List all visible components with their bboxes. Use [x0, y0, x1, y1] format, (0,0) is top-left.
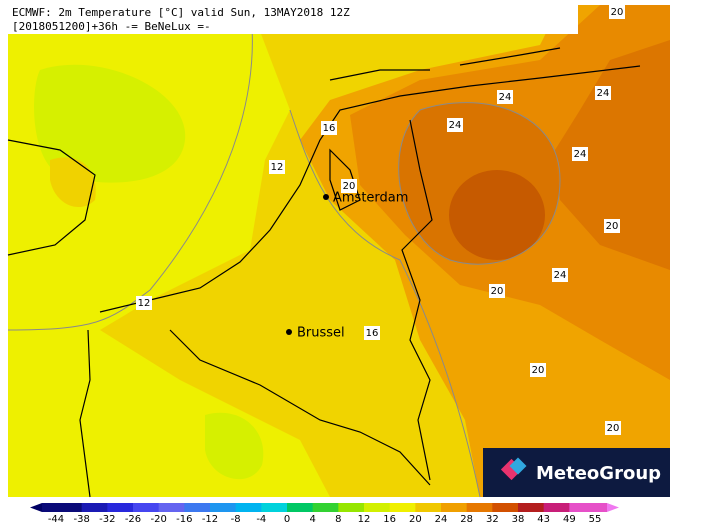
logo: MeteoGroup	[483, 448, 670, 497]
colorbar-segment	[569, 503, 596, 512]
colorbar-tick-label: 4	[309, 514, 315, 525]
colorbar-tick-label: -16	[176, 514, 192, 525]
colorbar-segment	[466, 503, 493, 512]
contour-label-box	[489, 284, 505, 298]
colorbar-tick-label: 0	[284, 514, 290, 525]
city-label: Brussel	[297, 326, 345, 341]
contour-label: 16	[323, 123, 336, 134]
colorbar-tick-label: 32	[486, 514, 499, 525]
colorbar-tick-label: 16	[383, 514, 396, 525]
colorbar-tick-label: -12	[202, 514, 218, 525]
colorbar-tick-label: -20	[150, 514, 166, 525]
contour-label: 20	[606, 221, 619, 232]
colorbar-segment	[235, 503, 262, 512]
colorbar-segment	[184, 503, 211, 512]
contour-label-box	[595, 86, 611, 100]
contour-label-box	[572, 147, 588, 161]
contour-label-box	[604, 219, 620, 233]
contour-label: 20	[611, 7, 624, 18]
colorbar-tick-label: 12	[358, 514, 371, 525]
colorbar-tick-label: 28	[460, 514, 473, 525]
header-subtitle: [2018051200]+36h -= BeNeLux =-	[12, 20, 211, 33]
temperature-zone	[34, 64, 186, 183]
colorbar-segment	[415, 503, 442, 512]
contour-label: 24	[597, 88, 610, 99]
contour-label-box	[341, 179, 357, 193]
colorbar-segment	[441, 503, 468, 512]
city-marker	[323, 194, 329, 200]
colorbar-segment	[107, 503, 134, 512]
contour-label-box	[136, 296, 152, 310]
colorbar-tick-label: -4	[256, 514, 266, 525]
colorbar-arrow-low	[30, 503, 42, 512]
contour-label: 12	[138, 298, 151, 309]
colorbar-segment	[81, 503, 108, 512]
city-marker	[286, 329, 292, 335]
colorbar-segment	[42, 503, 56, 512]
colorbar-segment	[133, 503, 160, 512]
contour-labels: 20 24 24 16 24 12 24 20 20 24 20 12 16 20 20	[136, 5, 625, 435]
colorbar-segment	[56, 503, 83, 512]
colorbar-tick-label: -44	[48, 514, 64, 525]
isotherms	[7, 4, 561, 498]
colorbar-tick-label: 49	[563, 514, 576, 525]
colorbar-segment	[518, 503, 545, 512]
contour-label-box	[552, 268, 568, 282]
colorbar-tick-label: -26	[125, 514, 141, 525]
colorbar-segment	[364, 503, 391, 512]
temperature-zone	[50, 157, 96, 208]
header-box	[8, 4, 578, 34]
colorbar-segment	[389, 503, 416, 512]
contour-label: 12	[271, 162, 284, 173]
colorbar-tick-label: 24	[435, 514, 448, 525]
colorbar-segment	[261, 503, 288, 512]
colorbar-tick-label: 8	[335, 514, 341, 525]
colorbar-arrow-high	[607, 503, 619, 512]
colorbar-segment	[158, 503, 185, 512]
contour-label: 20	[607, 423, 620, 434]
colorbar-tick-label: -32	[99, 514, 115, 525]
contour-label-box	[321, 121, 337, 135]
colorbar-segment	[338, 503, 365, 512]
colorbar-tick-label: 20	[409, 514, 422, 525]
contour-label-box	[605, 421, 621, 435]
city-label: Amsterdam	[333, 191, 408, 206]
cities: Amsterdam Brussel	[286, 191, 408, 341]
contour-label-box	[530, 363, 546, 377]
contour-label: 24	[499, 92, 512, 103]
temperature-zone	[205, 412, 264, 480]
colorbar-segment	[210, 503, 237, 512]
logo-text: MeteoGroup	[536, 463, 661, 484]
colorbar-tick-label: -8	[231, 514, 241, 525]
contour-label-box	[364, 326, 380, 340]
contour-label-box	[447, 118, 463, 132]
contour-label: 20	[343, 181, 356, 192]
contour-label: 20	[532, 365, 545, 376]
colorbar: -44 -38 -32 -26 -20 -16 -12 -8 -4 0 4 8 12 16 20 24 28 32…	[30, 503, 619, 525]
colorbar-tick-label: 55	[589, 514, 602, 525]
contour-label-box	[269, 160, 285, 174]
contour-label: 24	[554, 270, 567, 281]
colorbar-tick-label: 43	[537, 514, 550, 525]
colorbar-segment	[287, 503, 314, 512]
temperature-zone	[555, 40, 670, 270]
contour-label: 20	[491, 286, 504, 297]
contour-label: 16	[366, 328, 379, 339]
borders	[7, 47, 641, 498]
colorbar-segment	[492, 503, 519, 512]
contour-label: 24	[574, 149, 587, 160]
colorbar-tick-label: 38	[512, 514, 525, 525]
colorbar-segment	[312, 503, 339, 512]
contour-label-box	[497, 90, 513, 104]
colorbar-segment	[543, 503, 570, 512]
contour-label: 24	[449, 120, 462, 131]
colorbar-tick-label: -38	[73, 514, 89, 525]
header-title: ECMWF: 2m Temperature [°C] valid Sun, 13…	[12, 6, 350, 19]
colorbar-segment	[595, 503, 607, 512]
contour-label-box	[609, 5, 625, 19]
logo-icon	[509, 457, 527, 475]
temperature-zone	[449, 170, 545, 260]
